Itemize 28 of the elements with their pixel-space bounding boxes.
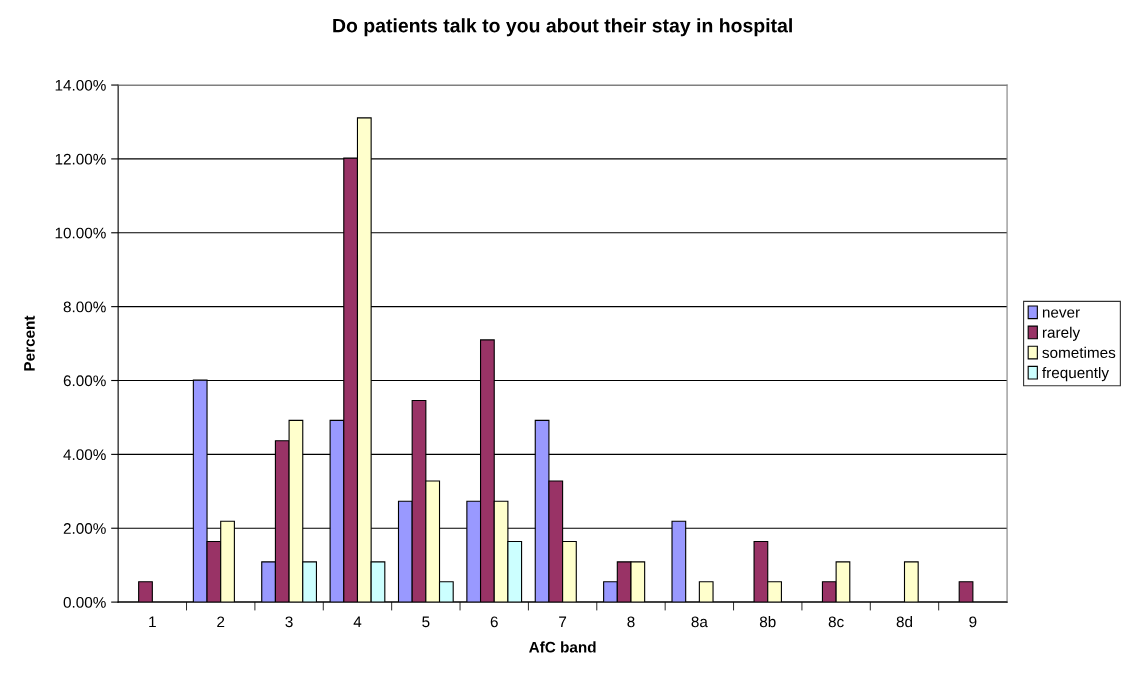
y-tick-label: 2.00% <box>63 523 106 534</box>
y-tick-label: 12.00% <box>55 153 106 165</box>
y-tick-label: 4.00% <box>63 449 106 461</box>
x-tick-label: 1 <box>149 616 156 628</box>
y-tick-label: 8.00% <box>63 301 106 313</box>
x-tick-label: 8b <box>759 615 776 628</box>
x-tick-label: 8 <box>627 616 635 628</box>
x-tick-label: 8c <box>828 616 844 628</box>
x-tick-label: 7 <box>559 616 567 628</box>
x-tick-label: 5 <box>422 616 430 628</box>
x-tick-label: 8d <box>896 615 913 628</box>
x-tick-label: 4 <box>353 616 362 628</box>
chart-title: Do patients talk to you about their stay in hospital <box>333 18 792 37</box>
y-tick-label: 6.00% <box>63 375 106 387</box>
y-tick-label: 14.00% <box>55 79 106 91</box>
y-axis-title: Percent <box>24 315 35 371</box>
y-tick-label: 0.00% <box>63 596 106 608</box>
x-tick-label: 2 <box>217 616 225 628</box>
legend-label: never <box>1042 309 1080 318</box>
x-axis-title: AfC band <box>529 641 596 653</box>
x-tick-label: 6 <box>490 616 498 628</box>
legend-label: frequently <box>1042 366 1109 382</box>
legend-label: sometimes <box>1042 346 1116 359</box>
x-tick-label: 8a <box>691 616 708 628</box>
x-tick-label: 9 <box>969 616 977 628</box>
y-tick-label: 10.00% <box>55 227 106 239</box>
legend-label: rarely <box>1042 326 1081 341</box>
x-tick-label: 3 <box>285 616 293 628</box>
